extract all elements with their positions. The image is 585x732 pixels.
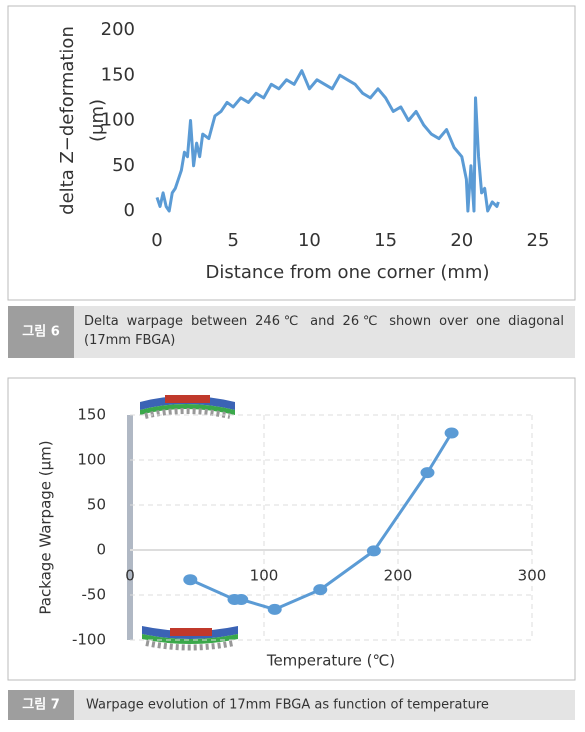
y-tick-label: 100 <box>77 451 106 469</box>
data-point <box>234 594 249 605</box>
x-tick-label: 20 <box>450 230 473 251</box>
data-point <box>183 574 198 586</box>
chart-frame <box>7 5 576 301</box>
caption-label-box <box>8 306 74 358</box>
caption: Warpage evolution of 17mm FBGA as functi… <box>86 698 489 713</box>
y-tick-label: 200 <box>101 19 135 40</box>
caption-label-box <box>8 690 74 720</box>
package-icon-warped-up <box>140 395 235 419</box>
chart-frame <box>7 377 576 681</box>
y-tick-label: -50 <box>82 586 107 604</box>
y-tick-label: 0 <box>124 200 135 221</box>
y-tick-label: 0 <box>96 541 106 559</box>
y-tick-label: 50 <box>112 155 135 176</box>
caption: Delta warpage between 246℃ and 26℃ shown… <box>84 314 564 348</box>
data-line <box>155 69 500 213</box>
x-axis-label: Temperature (℃) <box>266 652 395 670</box>
x-tick-label: 5 <box>227 230 238 251</box>
caption-box <box>74 690 575 720</box>
y-tick-label: -100 <box>72 631 106 649</box>
axis-bar <box>127 415 133 640</box>
y-tick-label: 150 <box>77 406 106 424</box>
x-tick-label: 15 <box>374 230 397 251</box>
caption-label: 그림 7 <box>22 698 60 713</box>
x-tick-label: 100 <box>250 567 279 585</box>
x-tick-label: 200 <box>384 567 413 585</box>
x-tick-label: 10 <box>298 230 321 251</box>
x-tick-label: 300 <box>518 567 547 585</box>
data-point <box>420 467 435 479</box>
data-point <box>267 603 282 615</box>
x-axis-label: Distance from one corner (mm) <box>206 262 490 283</box>
caption-box <box>74 306 575 358</box>
data-point <box>366 545 381 557</box>
y-axis-label: Package Warpage (μm) <box>37 440 55 614</box>
data-point <box>313 584 328 596</box>
y-tick-label: 100 <box>101 110 135 131</box>
x-tick-label: 0 <box>151 230 162 251</box>
y-axis-label: (μm) <box>87 99 108 142</box>
package-icon-warped-down <box>142 626 238 651</box>
y-tick-label: 50 <box>87 496 106 514</box>
caption-label: 그림 6 <box>22 325 60 340</box>
data-point <box>444 427 459 439</box>
y-axis-label: delta Z−deformation <box>57 26 78 215</box>
y-tick-label: 150 <box>101 64 135 85</box>
x-tick-label: 25 <box>527 230 550 251</box>
caption-wrap: Delta warpage between 246℃ and 26℃ shown… <box>84 314 564 348</box>
x-tick-label: 0 <box>125 567 135 585</box>
